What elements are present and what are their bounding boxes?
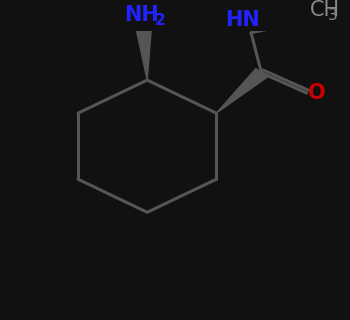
Polygon shape (216, 68, 267, 113)
Text: 3: 3 (328, 9, 337, 23)
Text: NH: NH (125, 5, 159, 26)
Polygon shape (136, 28, 151, 80)
Text: HN: HN (225, 10, 260, 30)
Text: O: O (308, 83, 326, 103)
Text: CH: CH (310, 0, 340, 20)
Text: 2: 2 (155, 13, 166, 28)
